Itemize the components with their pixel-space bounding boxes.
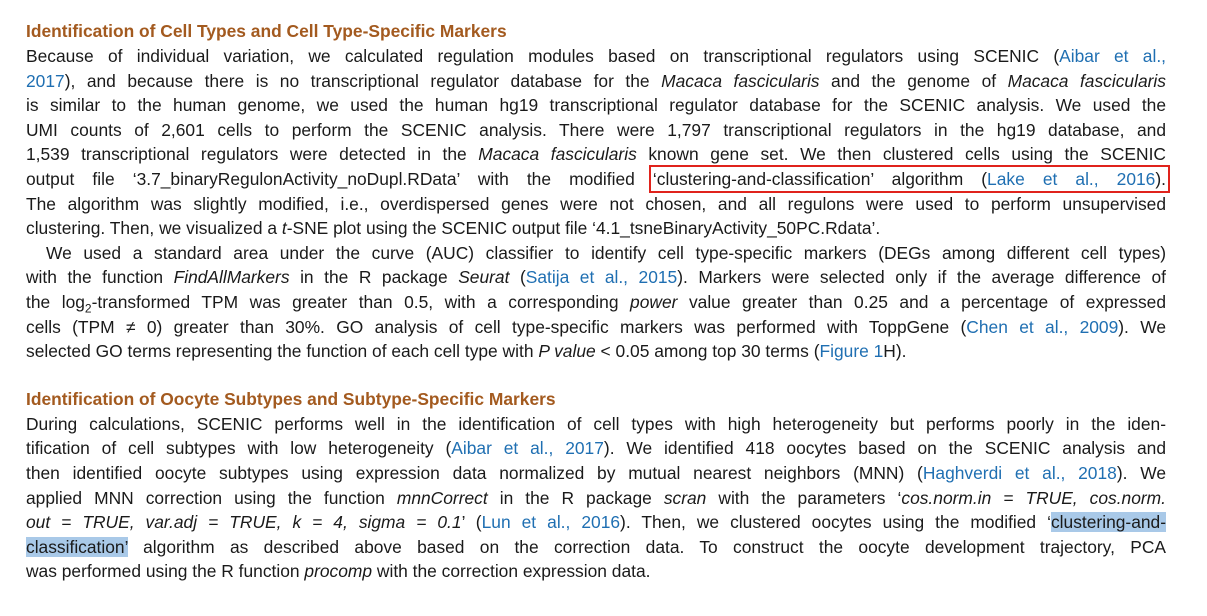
text-selection-highlight: classification’ [26, 536, 128, 557]
text-run: 1,539 transcriptional regulators were de… [26, 144, 479, 165]
citation-link[interactable]: Lun et al., 2016 [481, 512, 621, 533]
text-line: clustering. Then, we visualized a t-SNE … [26, 216, 1166, 241]
text-line: 1,539 transcriptional regulators were de… [26, 142, 1166, 167]
text-run: ). We [1116, 462, 1166, 483]
text-run: and the genome of [819, 70, 1008, 91]
text-line: cells (TPM ≠ 0) greater than 30%. GO ana… [26, 315, 1166, 340]
paragraph: We used a standard area under the curve … [26, 241, 1166, 364]
text-line: We used a standard area under the curve … [46, 242, 1166, 263]
figure-link[interactable]: Figure 1 [819, 341, 884, 362]
text-run: then identified oocyte subtypes using ex… [26, 462, 923, 483]
text-line: is similar to the human genome, we used … [26, 95, 1166, 116]
text-run: Because of individual variation, we calc… [26, 46, 1060, 66]
parameter-text: out = TRUE, var.adj = TRUE, k = 4, sigma… [26, 512, 462, 533]
paragraph: Because of individual variation, we calc… [26, 44, 1170, 241]
text-line: applied MNN correction using the functio… [26, 486, 1166, 511]
text-run: tification of cell subtypes with low het… [26, 438, 452, 459]
text-run: with the parameters ‘ [706, 487, 902, 508]
text-run: ). We identified 418 oocytes based on th… [603, 438, 1167, 459]
citation-link[interactable]: Satija et al., 2015 [525, 267, 678, 288]
text-run: -transformed TPM was greater than 0.5, w… [91, 291, 631, 312]
function-name: procomp [304, 561, 373, 582]
species-name: Macaca fascicularis [1007, 70, 1166, 91]
text-run: the log [26, 291, 85, 312]
paper-page: Identification of Cell Types and Cell Ty… [26, 18, 1170, 584]
section-cell-types: Identification of Cell Types and Cell Ty… [26, 18, 1170, 364]
text-line: then identified oocyte subtypes using ex… [26, 461, 1166, 486]
text-run: ). Markers were selected only if the ave… [677, 267, 1167, 288]
text-run: < 0.05 among top 30 terms ( [595, 341, 820, 362]
citation-link[interactable]: Aibar et al., 2017 [451, 438, 604, 459]
text-run: selected GO terms representing the funct… [26, 341, 539, 362]
citation-link[interactable]: Aibar et al., [1059, 46, 1166, 66]
text-run: ). We [1118, 316, 1166, 337]
text-run: was performed using the R function [26, 561, 305, 582]
highlight-box: ‘clustering-and-classification’ algorith… [648, 164, 1170, 193]
citation-link[interactable]: Haghverdi et al., 2018 [922, 462, 1117, 483]
text-run: algorithm as described above based on th… [127, 536, 1166, 557]
italic-term: t [281, 218, 287, 239]
text-run: ), and because there is no transcription… [64, 70, 662, 91]
package-name: scran [663, 487, 707, 508]
species-name: Macaca fascicularis [478, 144, 637, 165]
text-line: out = TRUE, var.adj = TRUE, k = 4, sigma… [26, 510, 1167, 535]
text-line: The algorithm was slightly modified, i.e… [26, 193, 1166, 214]
citation-link[interactable]: Lake et al., 2016 [987, 168, 1156, 189]
text-run: output file ‘3.7_binaryRegulonActivity_n… [26, 168, 635, 189]
text-run: in the R package [487, 487, 664, 508]
text-run: ’ ( [461, 512, 482, 533]
function-name: mnnCorrect [396, 487, 488, 508]
text-run: H). [883, 341, 907, 362]
section-oocyte-subtypes: Identification of Oocyte Subtypes and Su… [26, 386, 1167, 584]
text-line: with the function FindAllMarkers in the … [26, 265, 1166, 290]
citation-link[interactable]: 2017 [26, 70, 65, 91]
text-run: ( [509, 267, 526, 288]
text-line: Because of individual variation, we calc… [26, 44, 1166, 69]
text-run: ). [1155, 168, 1166, 189]
text-run: clustering. Then, we visualized a [26, 218, 282, 239]
italic-term: P value [538, 341, 596, 362]
section-heading: Identification of Cell Types and Cell Ty… [26, 21, 507, 41]
text-line: output file ‘3.7_binaryRegulonActivity_n… [26, 164, 1170, 193]
package-name: Seurat [458, 267, 510, 288]
text-line: tification of cell subtypes with low het… [26, 436, 1166, 461]
italic-term: power [630, 291, 678, 312]
text-line: During calculations, SCENIC performs wel… [26, 413, 1166, 434]
section-heading: Identification of Oocyte Subtypes and Su… [26, 388, 556, 409]
text-line: 2017), and because there is no transcrip… [26, 69, 1166, 94]
function-name: FindAllMarkers [173, 267, 290, 288]
text-run: with the function [26, 267, 174, 288]
species-name: Macaca fascicularis [661, 70, 820, 91]
text-run: -SNE plot using the SCENIC output file ‘… [286, 218, 881, 239]
subscript: 2 [84, 301, 92, 316]
text-run: ‘clustering-and-classification’ algorith… [652, 168, 988, 189]
text-run: known gene set. We then clustered cells … [636, 144, 1166, 165]
citation-link[interactable]: Chen et al., 2009 [966, 316, 1119, 337]
text-run: with the correction expression data. [372, 561, 651, 582]
text-run: value greater than 0.25 and a percentage… [677, 291, 1167, 312]
text-run: applied MNN correction using the functio… [26, 487, 397, 508]
text-run: ). Then, we clustered oocytes using the … [620, 512, 1051, 533]
text-run: cells (TPM ≠ 0) greater than 30%. GO ana… [26, 316, 967, 337]
text-line: selected GO terms representing the funct… [26, 339, 1166, 364]
parameter-text: cos.norm.in = TRUE, cos.norm. [901, 487, 1166, 508]
text-line: UMI counts of 2,601 cells to perform the… [26, 119, 1166, 140]
text-run: in the R package [289, 267, 459, 288]
text-selection-highlight: clustering-and- [1050, 512, 1167, 533]
text-line: the log2-transformed TPM was greater tha… [26, 290, 1166, 315]
text-line: was performed using the R function proco… [26, 559, 1166, 584]
text-line: classification’ algorithm as described a… [26, 535, 1166, 560]
paragraph: During calculations, SCENIC performs wel… [26, 412, 1167, 584]
